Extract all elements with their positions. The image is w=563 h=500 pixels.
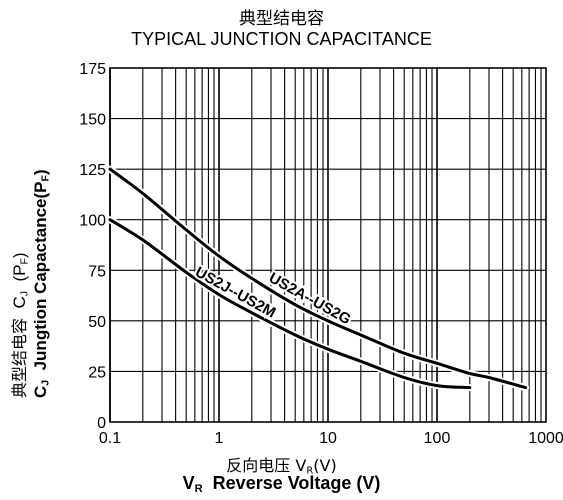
x-tick-label: 1 <box>215 430 224 447</box>
plot-frame <box>109 67 547 423</box>
y-tick-label: 25 <box>88 364 106 381</box>
y-tick-label: 100 <box>79 213 106 230</box>
x-tick-label: 0.1 <box>99 430 121 447</box>
x-axis-label: VR Reverse Voltage (V) <box>182 473 381 495</box>
y-tick-label: 175 <box>79 61 106 78</box>
y-axis-symbol-cn: CJ (PF) <box>10 252 31 309</box>
series-line-us2j-us2m <box>108 218 472 390</box>
series-label-us2j-us2m: US2J--US2M <box>192 263 278 321</box>
x-axis-label-cn: 反向电压 VR(V) <box>226 456 337 477</box>
chart-title: TYPICAL JUNCTION CAPACITANCE <box>131 29 432 49</box>
y-tick-label: 125 <box>79 162 106 179</box>
y-tick-label: 150 <box>79 112 106 129</box>
chart-title-cn: 典型结电容 <box>239 9 324 29</box>
y-axis-label-cn: 典型结电容 <box>10 317 29 398</box>
y-tick-label: 50 <box>88 314 106 331</box>
y-axis-label: 典型结电容 CJ (PF) CJ Jungtion Capactance(PF) <box>6 169 51 398</box>
series-line-us2a-us2g <box>108 167 528 390</box>
x-tick-label: 100 <box>424 430 451 447</box>
x-tick-label: 1000 <box>528 430 563 447</box>
x-tick-label: 10 <box>319 430 337 447</box>
y-tick-label: 0 <box>97 415 106 432</box>
y-axis-label-en: CJ Jungtion Capactance(PF) <box>30 169 52 398</box>
y-tick-label: 75 <box>88 263 106 280</box>
